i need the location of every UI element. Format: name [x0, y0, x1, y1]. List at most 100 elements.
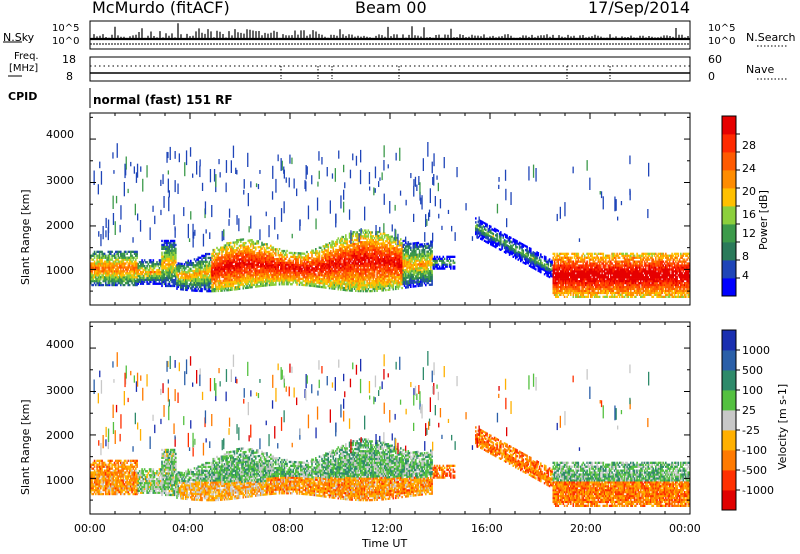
power-cell: [330, 285, 332, 288]
power-cell: [132, 264, 135, 267]
power-cell: [205, 266, 207, 269]
power-cell: [237, 239, 240, 242]
power-cell: [108, 264, 111, 267]
power-cell: [235, 266, 237, 269]
power-cell: [282, 281, 285, 284]
power-cell: [398, 277, 401, 280]
power-cell: [167, 239, 170, 243]
power-cell: [198, 270, 201, 273]
power-cell: [321, 262, 323, 265]
power-cell: [363, 237, 366, 240]
power-cell: [377, 250, 380, 253]
power-cell: [276, 275, 278, 278]
power-cell: [361, 280, 363, 283]
power-cell: [330, 246, 332, 249]
power-cell: [131, 256, 133, 259]
power-cell: [197, 279, 200, 283]
power-cell: [230, 277, 232, 280]
power-cell: [240, 244, 242, 247]
power-cell: [251, 280, 253, 283]
power-cell: [366, 235, 368, 238]
power-cell: [318, 285, 321, 288]
power-cell: [415, 242, 417, 245]
power-cell: [203, 282, 206, 285]
power-cell: [385, 234, 387, 237]
power-cell: [390, 251, 392, 254]
power-cell: [372, 264, 375, 267]
power-cell: [183, 265, 186, 268]
power-cell: [356, 280, 358, 283]
power-cell: [252, 242, 255, 246]
power-cell: [128, 283, 131, 287]
power-cell: [242, 273, 245, 276]
power-cell: [392, 286, 395, 289]
power-cell: [402, 269, 405, 272]
power-cell: [357, 262, 360, 265]
power-cell: [373, 289, 376, 293]
power-cell: [258, 273, 261, 276]
power-cell: [163, 253, 166, 256]
power-cell: [246, 286, 248, 289]
power-cell: [178, 266, 181, 269]
power-cell: [367, 268, 370, 271]
power-cell: [315, 267, 317, 270]
power-cell: [368, 260, 371, 263]
power-cell: [243, 247, 246, 251]
power-cell: [348, 246, 351, 249]
power-cell: [271, 260, 273, 263]
power-cell: [116, 270, 118, 273]
power-cell: [112, 260, 115, 263]
power-cell: [272, 248, 275, 251]
power-cell: [337, 272, 340, 275]
power-cell: [362, 274, 365, 277]
power-cell: [136, 268, 138, 271]
power-cell: [325, 278, 327, 281]
power-cell: [393, 282, 396, 285]
power-cell: [200, 278, 202, 281]
power-cell: [280, 265, 282, 268]
power-cell: [333, 281, 336, 285]
power-cell: [91, 264, 93, 267]
power-cell: [272, 283, 275, 286]
power-cell: [273, 260, 276, 263]
power-cell: [312, 277, 315, 280]
power-cell: [300, 266, 302, 269]
power-cell: [106, 256, 108, 259]
power-cell: [425, 258, 427, 261]
power-cell: [228, 273, 231, 276]
power-cell: [203, 284, 206, 287]
power-cell: [407, 270, 410, 273]
power-cell: [415, 275, 417, 278]
power-cell: [171, 245, 173, 248]
power-cell: [203, 272, 206, 275]
power-cell: [161, 253, 163, 256]
power-cell: [298, 283, 301, 286]
power-cell: [105, 283, 107, 287]
power-cell: [217, 285, 220, 289]
power-cell: [367, 235, 370, 238]
power-cell: [318, 258, 321, 261]
power-cell: [161, 257, 163, 260]
power-cell: [92, 264, 95, 267]
power-cell: [360, 286, 362, 289]
power-cell: [422, 247, 425, 250]
power-cell: [263, 274, 266, 277]
power-cell: [352, 231, 355, 234]
power-cell: [228, 269, 231, 272]
power-cell: [362, 241, 365, 244]
power-cell: [340, 241, 342, 244]
power-cell: [265, 280, 267, 283]
power-cell: [260, 251, 262, 254]
power-cell: [207, 262, 210, 265]
power-cell: [215, 260, 217, 263]
power-cell: [317, 279, 320, 282]
power-cell: [272, 246, 275, 249]
power-cell: [306, 274, 308, 277]
power-cell: [112, 276, 115, 279]
power-cell: [198, 260, 201, 263]
power-cell: [306, 282, 308, 285]
power-cell: [146, 278, 148, 281]
power-cell: [182, 288, 185, 291]
power-cell: [242, 244, 245, 247]
power-cell: [401, 259, 403, 262]
